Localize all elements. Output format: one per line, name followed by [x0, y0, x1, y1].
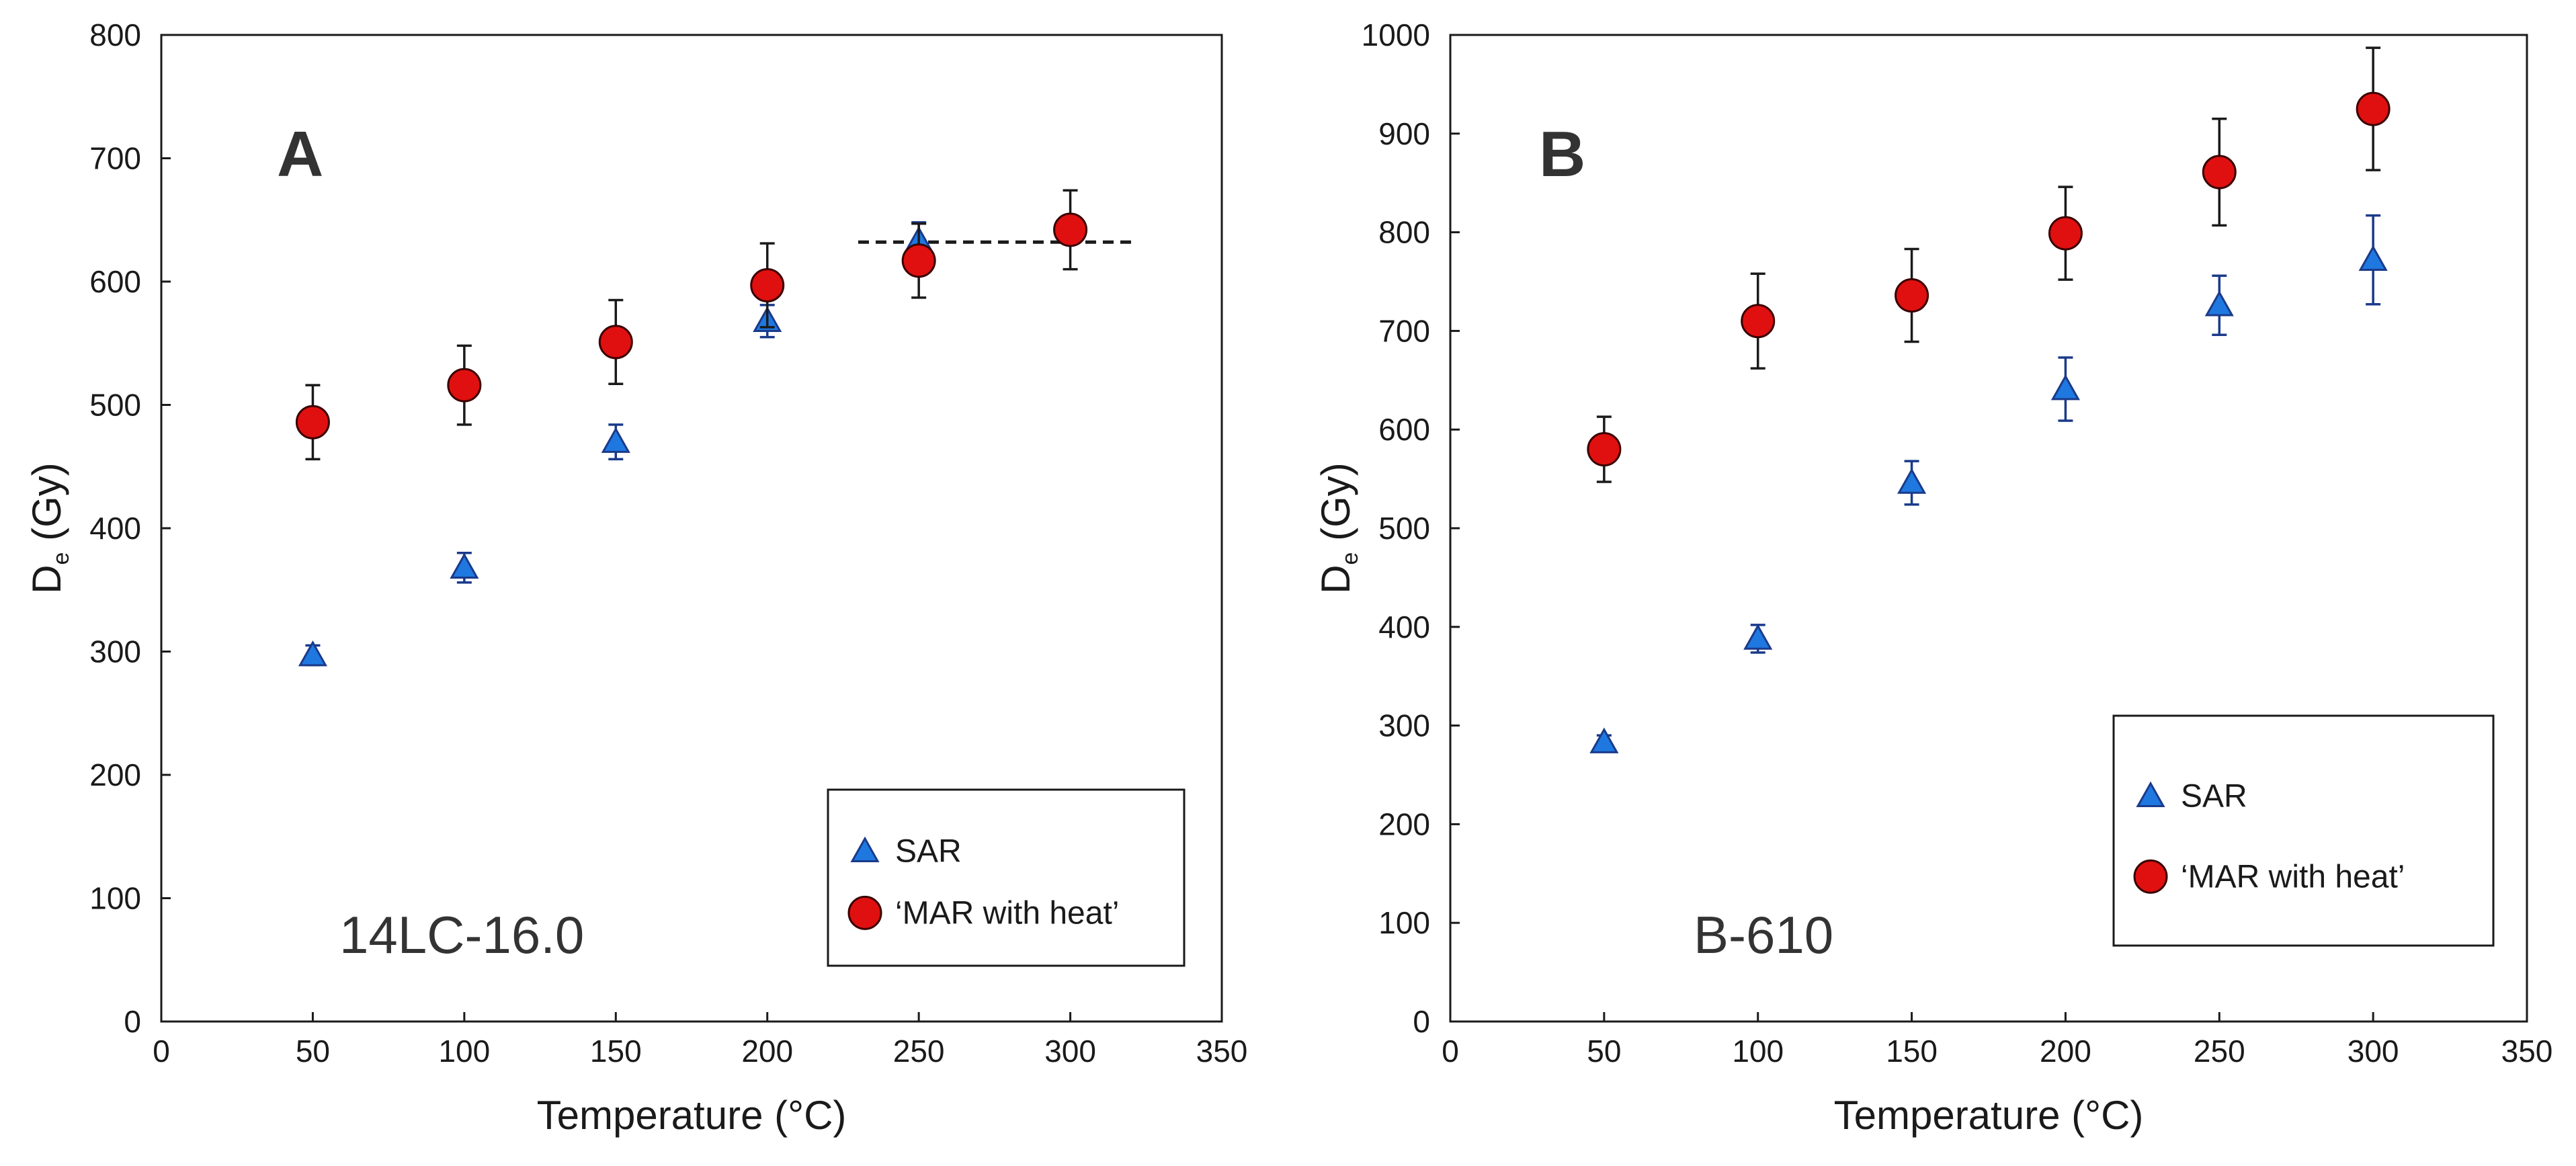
series-sar [298, 221, 933, 667]
x-tick-label: 250 [2194, 1034, 2245, 1069]
sample-label: 14LC-16.0 [339, 905, 584, 964]
y-tick-label: 300 [89, 634, 141, 669]
y-tick-label: 300 [1378, 708, 1430, 743]
y-axis-title-main: D [24, 565, 69, 593]
y-tick-label: 200 [1378, 806, 1430, 841]
data-point-circle [750, 268, 785, 303]
data-point-triangle [601, 427, 630, 453]
x-tick-label: 250 [893, 1034, 945, 1069]
y-tick-label: 900 [1378, 116, 1430, 151]
y-tick-label: 0 [1413, 1004, 1430, 1039]
legend: SAR ‘MAR with heat’ [2112, 714, 2495, 947]
y-tick-label: 500 [89, 388, 141, 423]
y-tick-label: 800 [1378, 215, 1430, 250]
y-tick-label: 400 [89, 511, 141, 546]
legend-triangle-icon [850, 836, 880, 863]
data-point-circle [1895, 278, 1929, 313]
y-tick-label: 500 [1378, 511, 1430, 546]
data-point-triangle [2204, 290, 2234, 317]
data-point-circle [2202, 155, 2237, 190]
x-tick-label: 300 [2348, 1034, 2399, 1069]
data-point-triangle [2050, 374, 2080, 401]
data-point-circle [1053, 212, 1088, 247]
legend-label: SAR [895, 834, 962, 870]
y-axis-title-unit: (Gy) [24, 462, 69, 552]
x-axis-title: Temperature (°C) [537, 1093, 847, 1138]
y-axis-title-main: D [1313, 565, 1358, 593]
legend-circle-icon [847, 895, 882, 930]
y-tick-label: 200 [89, 757, 141, 792]
y-axis-title-unit: (Gy) [1313, 462, 1358, 552]
y-tick-label: 400 [1378, 610, 1430, 644]
data-point-circle [1587, 432, 1622, 467]
y-axis-title: De (Gy) [1313, 462, 1363, 594]
x-tick-label: 100 [438, 1034, 490, 1069]
legend: SAR ‘MAR with heat’ [827, 788, 1186, 967]
x-tick-label: 200 [2040, 1034, 2091, 1069]
x-tick-label: 150 [590, 1034, 642, 1069]
panel-letter: B [1539, 118, 1585, 190]
y-tick-label: 600 [89, 264, 141, 299]
series-mar-with-heat [295, 189, 1088, 460]
data-point-triangle [450, 552, 479, 579]
data-point-circle [598, 325, 633, 360]
y-tick-label: 0 [124, 1004, 141, 1039]
data-point-circle [1741, 304, 1776, 339]
legend-label: SAR [2181, 779, 2247, 815]
data-point-circle [295, 405, 330, 440]
y-tick-label: 800 [89, 17, 141, 52]
x-tick-label: 350 [1196, 1034, 1248, 1069]
y-axis-title-subscript: e [48, 552, 74, 565]
data-point-circle [2356, 91, 2391, 126]
y-tick-label: 100 [1378, 905, 1430, 940]
x-tick-label: 50 [1587, 1034, 1621, 1069]
chart-panel-a: 0 50 100 150 200 250 300 350 0 100 200 300 400 500 600… [24, 17, 1247, 1138]
series-mar-with-heat [1587, 46, 2391, 483]
x-tick-label: 50 [296, 1034, 330, 1069]
y-axis-title-subscript: e [1337, 552, 1363, 565]
data-point-triangle [2358, 245, 2388, 272]
y-tick-label: 700 [1378, 313, 1430, 348]
series-sar [1589, 214, 2388, 753]
x-tick-label: 150 [1886, 1034, 1938, 1069]
data-point-circle [2048, 216, 2083, 251]
y-tick-label: 600 [1378, 412, 1430, 447]
y-tick-label: 100 [89, 881, 141, 916]
x-tick-label: 0 [153, 1034, 170, 1069]
x-tick-label: 100 [1732, 1034, 1784, 1069]
y-tick-label: 1000 [1362, 17, 1430, 52]
data-point-triangle [1743, 624, 1773, 650]
data-point-triangle [1897, 468, 1927, 494]
y-axis-title: De (Gy) [24, 462, 74, 594]
legend-box [2112, 714, 2495, 947]
legend-circle-icon [2133, 859, 2168, 894]
legend-triangle-icon [2136, 781, 2165, 808]
data-point-circle [901, 243, 936, 278]
legend-label: ‘MAR with heat’ [895, 895, 1119, 931]
data-point-triangle [1589, 727, 1619, 753]
legend-label: ‘MAR with heat’ [2181, 859, 2405, 894]
data-point-circle [447, 368, 482, 403]
x-axis-title: Temperature (°C) [1834, 1093, 2144, 1138]
panel-letter: A [277, 118, 323, 190]
x-tick-label: 350 [2501, 1034, 2553, 1069]
y-tick-label: 700 [89, 141, 141, 176]
data-point-triangle [298, 640, 327, 667]
x-tick-label: 0 [1442, 1034, 1459, 1069]
chart-panel-b: 0 50 100 150 200 250 300 350 0 100 200 300 400 500 600… [1313, 17, 2552, 1138]
legend-box [827, 788, 1186, 967]
x-tick-label: 300 [1044, 1034, 1096, 1069]
x-tick-label: 200 [741, 1034, 793, 1069]
sample-label: B-610 [1694, 905, 1833, 964]
